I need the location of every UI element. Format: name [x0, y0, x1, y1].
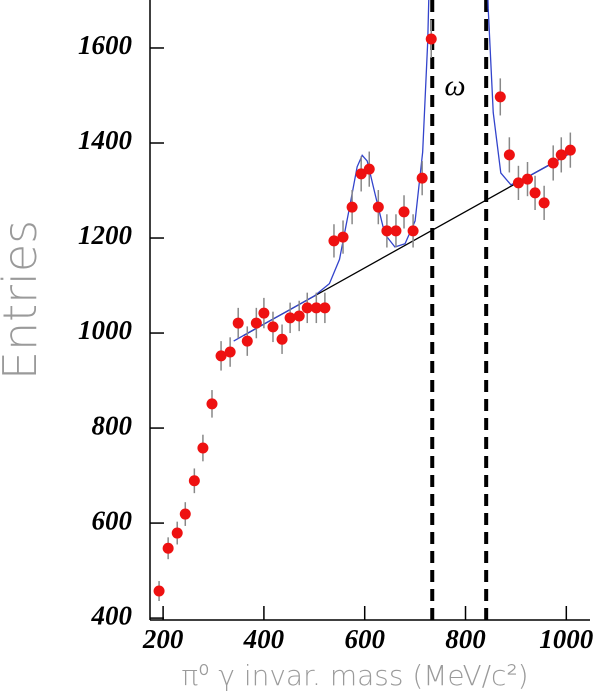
data-point — [355, 168, 367, 180]
data-point — [390, 225, 402, 237]
y-tick-label: 400 — [91, 600, 133, 630]
data-point — [328, 235, 340, 247]
data-point — [206, 398, 218, 410]
x-tick-label: 600 — [344, 624, 385, 654]
data-point — [372, 201, 384, 213]
data-point — [310, 302, 322, 314]
data-point — [162, 542, 174, 554]
data-point — [425, 33, 437, 45]
data-point — [538, 197, 550, 209]
x-axis-title: π⁰ γ invar. mass (MeV/c²) — [181, 659, 528, 692]
data-point — [232, 317, 244, 329]
y-tick-label: 800 — [92, 410, 133, 440]
data-point — [512, 177, 524, 189]
y-tick-label: 1200 — [78, 220, 133, 250]
data-point — [381, 225, 393, 237]
y-tick-label: 1000 — [78, 315, 133, 345]
data-point — [319, 302, 331, 314]
data-point — [267, 321, 279, 333]
data-point — [407, 225, 419, 237]
y-tick-label: 1400 — [78, 125, 133, 155]
data-point — [284, 312, 296, 324]
x-tick-label: 800 — [445, 624, 486, 654]
data-point — [188, 475, 200, 487]
data-point — [258, 307, 270, 319]
data-point — [337, 231, 349, 243]
data-point — [153, 585, 165, 597]
signal-fit — [233, 0, 570, 342]
x-tick-label: 400 — [243, 624, 285, 654]
data-point — [179, 508, 191, 520]
data-point — [555, 149, 567, 161]
x-tick-label: 200 — [142, 624, 184, 654]
data-point — [301, 302, 313, 314]
annotation: ω — [444, 69, 465, 102]
x-tick-label: 1000 — [539, 624, 594, 654]
data-point — [215, 350, 227, 362]
data-point — [346, 201, 358, 213]
data-point — [522, 173, 534, 185]
data-point — [276, 333, 288, 345]
data-point — [547, 157, 559, 169]
data-point — [197, 442, 209, 454]
data-point — [494, 91, 506, 103]
data-point — [241, 335, 253, 347]
data-point — [363, 163, 375, 175]
data-point — [529, 187, 541, 199]
data-point — [250, 317, 262, 329]
data-point — [398, 206, 410, 218]
y-axis-title: Entries — [0, 220, 47, 380]
data-point — [416, 172, 428, 184]
data-point — [564, 144, 576, 156]
y-tick-label: 1600 — [78, 30, 133, 60]
data-point — [293, 310, 305, 322]
data-point — [503, 149, 515, 161]
y-tick-label: 600 — [92, 505, 133, 535]
data-point — [171, 527, 183, 539]
data-point — [224, 346, 236, 358]
plot-area — [153, 0, 576, 620]
